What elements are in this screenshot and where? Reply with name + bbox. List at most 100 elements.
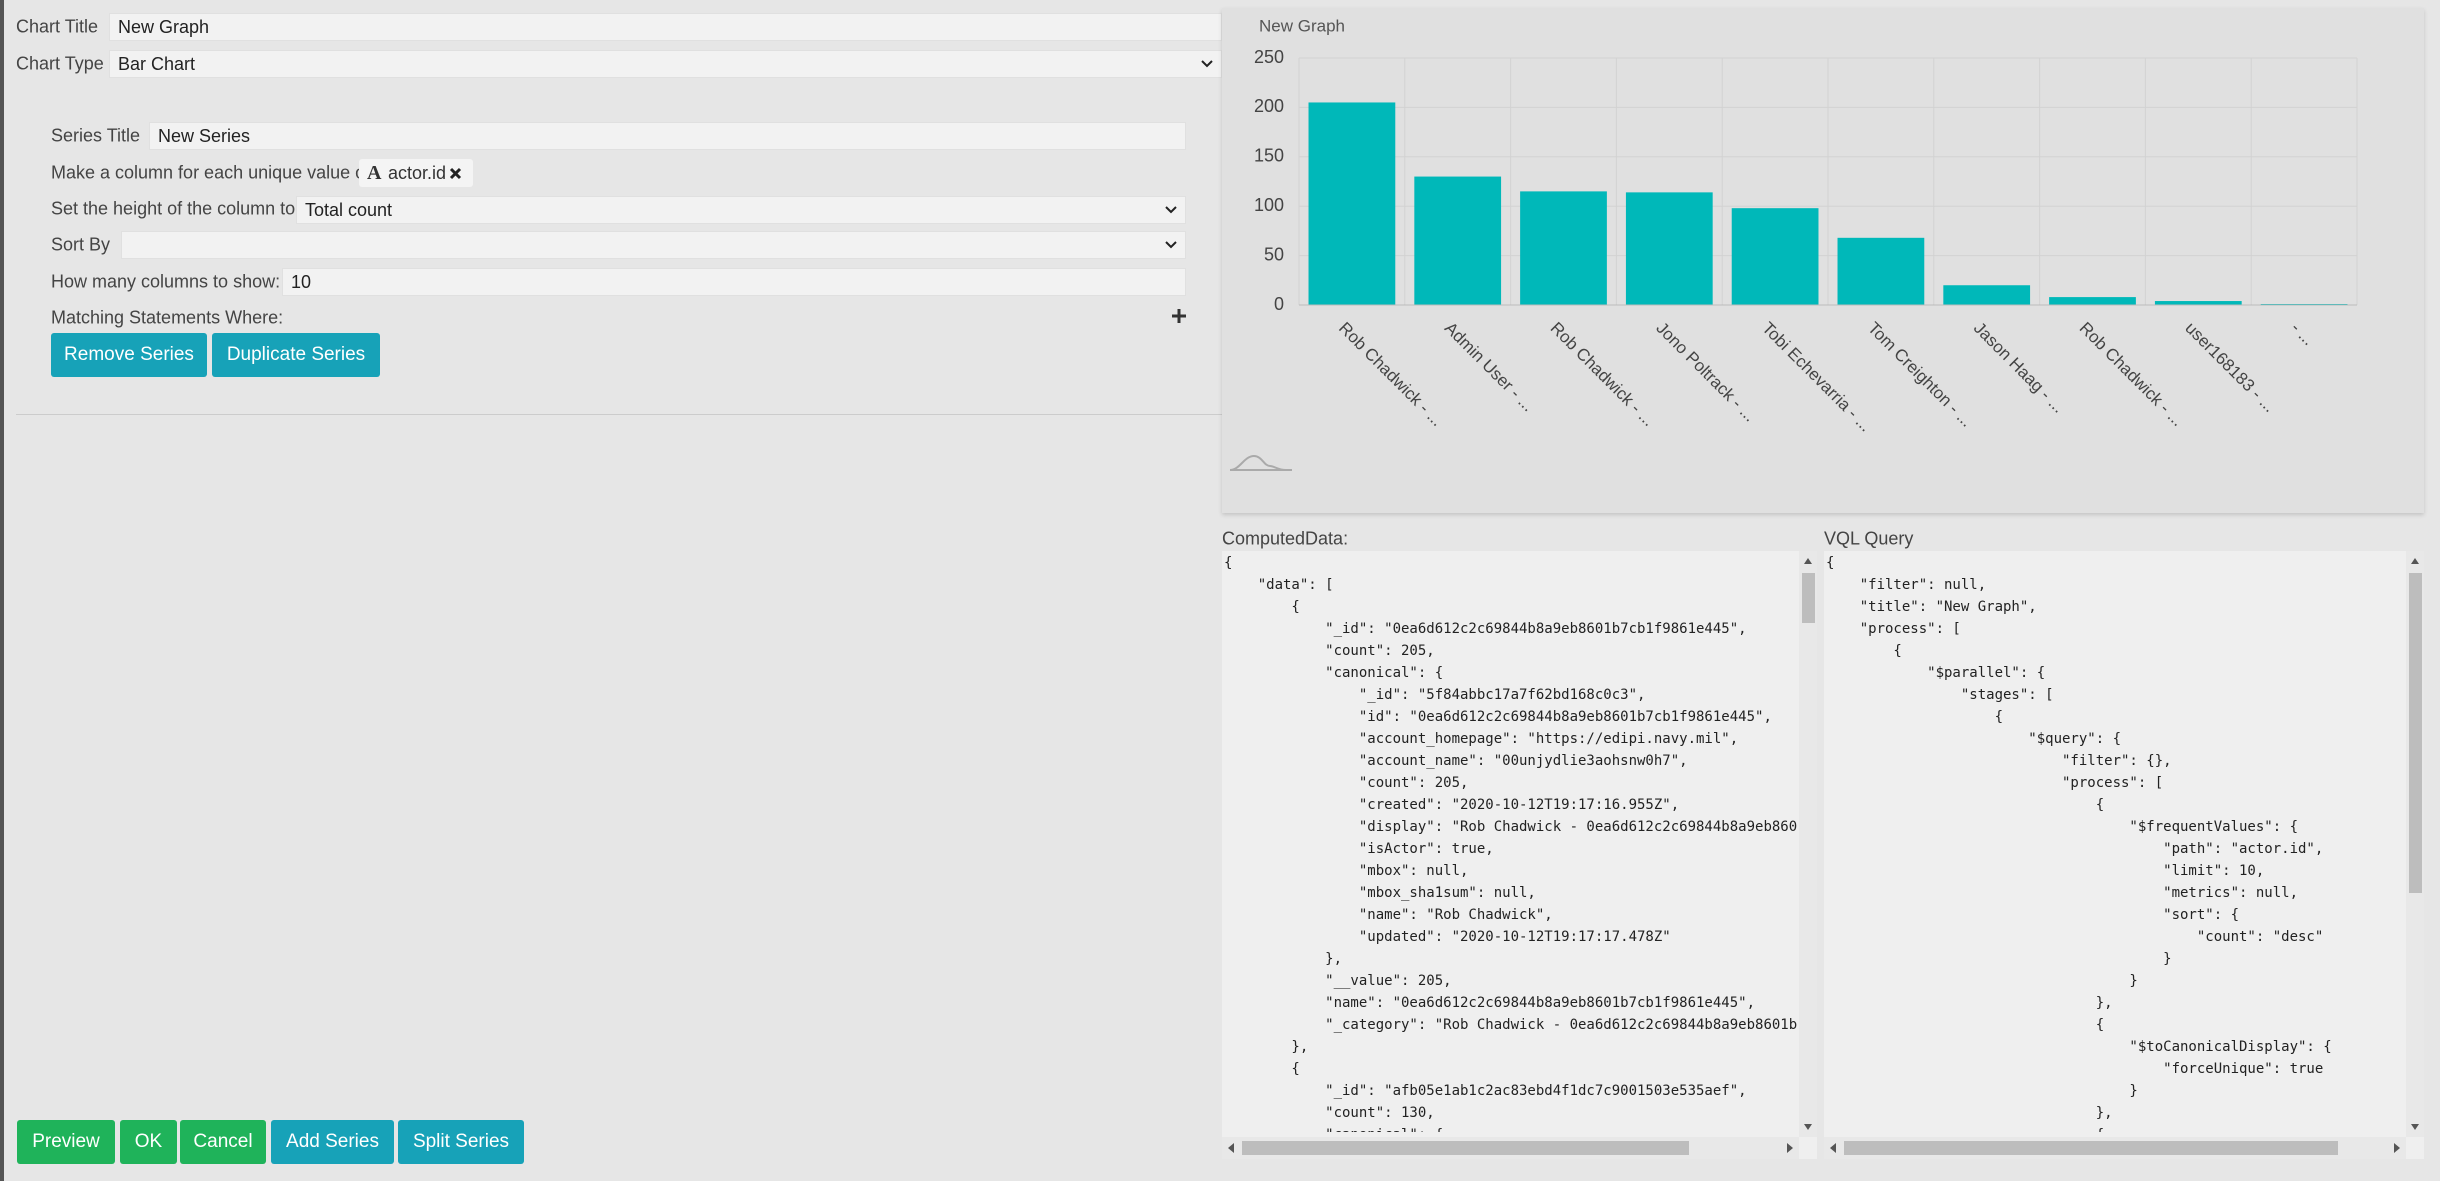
scrollbar-thumb (1802, 573, 1815, 623)
x-tick-label: Tom Creighton - ... (1864, 318, 1976, 430)
label: Series Title (51, 125, 141, 146)
code-line: "mbox_sha1sum": null, (1224, 885, 1536, 901)
code-lines: { "data": [ { "_id": "0ea6d612c2c69844b8… (1222, 552, 1797, 1132)
select-arrow (1201, 60, 1213, 68)
code-line: "data": [ (1224, 577, 1334, 593)
remove-series-button[interactable]: Remove Series (51, 333, 207, 377)
ok-button[interactable]: OK (120, 1120, 177, 1164)
label: Matching Statements Where: (51, 307, 284, 328)
code-line: "isActor": true, (1224, 841, 1494, 857)
chart-title-input[interactable]: New Graph (109, 13, 1222, 41)
code-line: "$toCanonicalDisplay": { (1826, 1039, 2332, 1055)
code-line: "count": "desc" (1826, 929, 2324, 945)
bar (1414, 176, 1502, 305)
scrollbar-track (1799, 551, 1817, 1137)
x-tick-label: Rob Chadwick - ... (1547, 318, 1659, 430)
height-select[interactable]: Total count (296, 196, 1186, 224)
sort-select[interactable] (121, 231, 1186, 259)
panel-label: VQL Query (1824, 528, 1914, 549)
label: Chart Title (16, 16, 99, 37)
code-line: "sort": { (1826, 907, 2240, 923)
y-tick-label: 150 (1254, 146, 1284, 166)
code-line: "path": "actor.id", (1826, 841, 2324, 857)
series-title-input[interactable]: New Series (149, 122, 1186, 150)
add-condition[interactable] (1171, 308, 1187, 324)
scrollbar-thumb (1844, 1141, 2338, 1155)
code-line: { (1824, 1124, 2399, 1132)
code-line: "_id": "afb05e1ab1c2ac83ebd4f1dc7c900150… (1224, 1083, 1747, 1099)
code-line: { (1224, 599, 1300, 615)
field-chip[interactable]: A actor.id (359, 159, 473, 187)
code-lines: { "filter": null, "title": "New Graph", … (1824, 552, 2399, 1132)
chart-icon (1229, 454, 1292, 471)
code-line: } (1826, 1083, 2138, 1099)
code-line: "account_homepage": "https://edipi.navy.… (1224, 731, 1739, 747)
code-line: "$frequentValues": { (1826, 819, 2299, 835)
code-line: { (1224, 555, 1233, 571)
x-tick-label: - ... (2287, 318, 2318, 349)
divider (16, 414, 1222, 415)
bar (2154, 301, 2242, 305)
add-series-button[interactable]: Add Series (271, 1120, 394, 1164)
chart-type-select[interactable]: Bar Chart (109, 50, 1222, 78)
scrollbars[interactable] (1824, 551, 2424, 1159)
code-line: "stages": [ (1826, 687, 2054, 703)
label: How many columns to show: (51, 271, 281, 292)
scroll-arrow (1830, 558, 2419, 1153)
code-line: "count": 205, (1224, 643, 1435, 659)
code-line: "_category": "Rob Chadwick - 0ea6d612c2c… (1224, 1017, 1797, 1033)
y-tick-label: 200 (1254, 96, 1284, 116)
code-line: { (1826, 797, 2105, 813)
code-line: "$query": { (1826, 731, 2122, 747)
code-line: "updated": "2020-10-12T19:17:17.478Z" (1224, 929, 1671, 945)
split-series-button[interactable]: Split Series (398, 1120, 524, 1164)
code-line: }, (1826, 1105, 2113, 1121)
bar (1837, 237, 1925, 305)
y-tick-label: 0 (1274, 294, 1284, 314)
scrollbar-thumb (2409, 573, 2422, 893)
bar (1520, 191, 1607, 305)
code-line: "count": 205, (1224, 775, 1469, 791)
duplicate-series-button[interactable]: Duplicate Series (212, 333, 380, 377)
field-icon: A (367, 162, 382, 184)
code-line: { (1224, 1061, 1300, 1077)
x-tick-label: Rob Chadwick - ... (2076, 318, 2188, 430)
scrollbars[interactable] (1222, 551, 1817, 1159)
code-line: "filter": null, (1826, 577, 1987, 593)
remove-icon[interactable] (449, 167, 462, 180)
count-input[interactable]: 10 (282, 268, 1186, 296)
y-tick-label: 100 (1254, 195, 1284, 215)
code-line: { (1826, 643, 1902, 659)
x-tick-label: Jono Poltrack - ... (1652, 318, 1759, 425)
bar (1308, 102, 1396, 306)
code-line: "process": [ (1826, 621, 1961, 637)
code-line: "name": "0ea6d612c2c69844b8a9eb8601b7cb1… (1224, 995, 1756, 1011)
bar (1731, 208, 1819, 305)
code-line: "filter": {}, (1826, 753, 2172, 769)
cancel-button[interactable]: Cancel (180, 1120, 266, 1164)
select-arrow (1165, 241, 1177, 249)
code-line: { (1826, 1017, 2105, 1033)
bar (1625, 192, 1713, 305)
computed-data-panel[interactable]: { "data": [ { "_id": "0ea6d612c2c69844b8… (1222, 551, 1817, 1159)
code-line: "name": "Rob Chadwick", (1224, 907, 1553, 923)
preview-button[interactable]: Preview (17, 1120, 115, 1164)
code-line: "process": [ (1826, 775, 2164, 791)
label: Sort By (51, 234, 111, 255)
x-tick-label: Tobi Echevarria - ... (1758, 318, 1875, 435)
code-line: "limit": 10, (1826, 863, 2265, 879)
scroll-arrow (1228, 558, 1812, 1153)
x-tick-label: Admin User - ... (1441, 318, 1538, 415)
code-line: { (1826, 555, 1835, 571)
code-line: "__value": 205, (1224, 973, 1452, 989)
code-line: "display": "Rob Chadwick - 0ea6d612c2c69… (1224, 819, 1797, 835)
code-line: "canonical": { (1224, 665, 1444, 681)
label: Chart Type (16, 53, 104, 74)
chart: New Graph 0 50 100 150 200 250 Rob Chadwick - … (1222, 8, 2424, 513)
vql-query-panel[interactable]: { "filter": null, "title": "New Graph", … (1824, 551, 2424, 1159)
code-line: "canonical": { (1222, 1124, 1797, 1132)
y-tick-label: 50 (1264, 244, 1284, 264)
label: Make a column for each unique value of (51, 162, 371, 183)
bar (2049, 297, 2136, 305)
